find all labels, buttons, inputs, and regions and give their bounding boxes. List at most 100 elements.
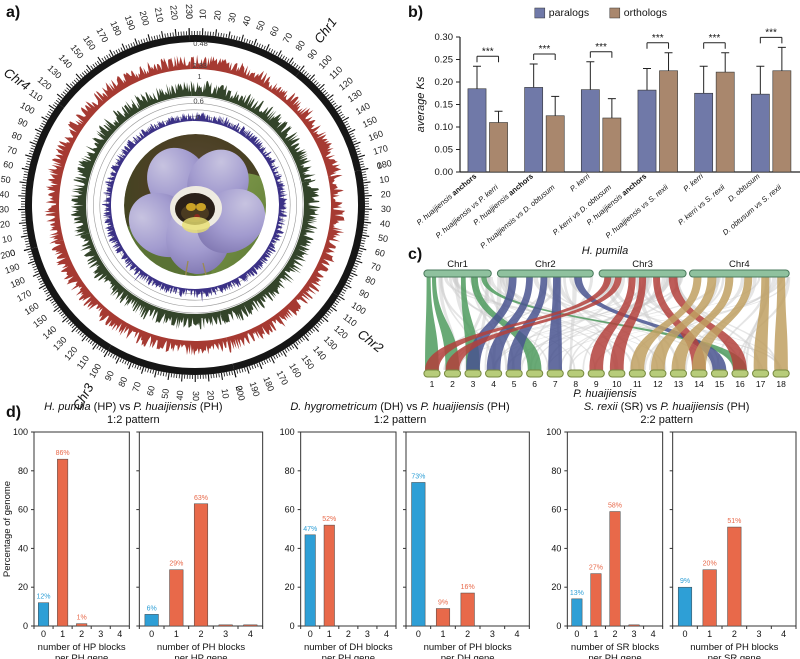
svg-text:50: 50 xyxy=(254,19,267,32)
svg-text:47%: 47% xyxy=(303,526,317,533)
svg-text:orthologs: orthologs xyxy=(624,7,667,19)
svg-text:52%: 52% xyxy=(322,516,336,523)
svg-text:100: 100 xyxy=(18,100,36,116)
svg-text:170: 170 xyxy=(15,288,33,304)
svg-text:100: 100 xyxy=(13,427,28,437)
svg-text:D. obtusum: D. obtusum xyxy=(726,172,762,204)
svg-text:per PH gene: per PH gene xyxy=(322,653,375,659)
svg-text:10: 10 xyxy=(220,388,231,399)
svg-text:20: 20 xyxy=(18,582,28,592)
svg-text:140: 140 xyxy=(41,324,59,341)
svg-text:40: 40 xyxy=(0,189,10,200)
svg-text:60: 60 xyxy=(268,25,281,38)
svg-text:2: 2 xyxy=(198,629,203,639)
svg-text:120: 120 xyxy=(337,75,355,92)
svg-text:***: *** xyxy=(652,33,664,44)
svg-text:4: 4 xyxy=(248,629,253,639)
svg-text:170: 170 xyxy=(94,26,110,44)
svg-text:D. obtusum vs S. rexii: D. obtusum vs S. rexii xyxy=(721,182,784,237)
svg-text:15: 15 xyxy=(715,379,725,389)
svg-text:0: 0 xyxy=(308,629,313,639)
svg-text:110: 110 xyxy=(341,312,358,329)
svg-text:per PH gene: per PH gene xyxy=(588,653,641,659)
svg-text:1:2 pattern: 1:2 pattern xyxy=(374,414,427,426)
svg-text:10: 10 xyxy=(198,9,208,19)
svg-text:120: 120 xyxy=(332,323,350,340)
svg-text:0.6: 0.6 xyxy=(193,97,203,106)
svg-text:1: 1 xyxy=(327,629,332,639)
svg-text:86%: 86% xyxy=(56,450,70,457)
svg-text:14: 14 xyxy=(694,379,704,389)
svg-text:50: 50 xyxy=(0,174,11,185)
svg-text:3: 3 xyxy=(471,379,476,389)
svg-text:80: 80 xyxy=(10,130,23,143)
svg-text:4: 4 xyxy=(491,379,496,389)
svg-text:130: 130 xyxy=(46,63,64,81)
svg-text:***: *** xyxy=(765,27,777,38)
svg-text:1:2 pattern: 1:2 pattern xyxy=(107,414,160,426)
svg-text:3: 3 xyxy=(223,629,228,639)
svg-text:number of DH blocks: number of DH blocks xyxy=(304,642,393,653)
svg-text:3: 3 xyxy=(490,629,495,639)
svg-text:4: 4 xyxy=(651,629,656,639)
svg-text:1: 1 xyxy=(60,629,65,639)
svg-text:1: 1 xyxy=(174,629,179,639)
svg-text:0: 0 xyxy=(41,629,46,639)
svg-text:70: 70 xyxy=(130,381,143,394)
svg-text:110: 110 xyxy=(27,87,44,103)
svg-text:9%: 9% xyxy=(680,578,690,585)
svg-text:130: 130 xyxy=(346,88,364,105)
svg-text:60: 60 xyxy=(145,385,157,397)
svg-text:140: 140 xyxy=(57,52,75,70)
svg-text:9%: 9% xyxy=(438,600,448,607)
svg-text:20%: 20% xyxy=(703,561,717,568)
svg-text:0: 0 xyxy=(149,629,154,639)
svg-text:30: 30 xyxy=(0,204,9,214)
svg-text:27%: 27% xyxy=(589,565,603,572)
svg-text:6: 6 xyxy=(532,379,537,389)
svg-text:20: 20 xyxy=(212,10,223,21)
svg-text:60: 60 xyxy=(18,505,28,515)
svg-text:160: 160 xyxy=(287,361,303,379)
svg-text:12: 12 xyxy=(653,379,663,389)
svg-text:58%: 58% xyxy=(608,503,622,510)
svg-text:73%: 73% xyxy=(411,473,425,480)
svg-text:220: 220 xyxy=(168,5,180,21)
svg-text:per SR gene: per SR gene xyxy=(708,653,761,659)
svg-text:Chr1: Chr1 xyxy=(311,14,340,46)
svg-text:3: 3 xyxy=(98,629,103,639)
svg-text:***: *** xyxy=(539,44,551,55)
svg-text:60: 60 xyxy=(285,505,295,515)
svg-text:160: 160 xyxy=(81,34,98,52)
svg-text:Chr1: Chr1 xyxy=(447,259,468,270)
svg-text:***: *** xyxy=(482,46,494,57)
svg-text:150: 150 xyxy=(361,114,379,129)
svg-text:0: 0 xyxy=(556,621,561,631)
svg-text:Percentage of genome: Percentage of genome xyxy=(2,481,13,577)
svg-text:0.30: 0.30 xyxy=(435,32,454,43)
svg-text:130: 130 xyxy=(322,334,340,352)
svg-text:H. pumila: H. pumila xyxy=(582,245,628,257)
svg-text:3: 3 xyxy=(756,629,761,639)
svg-text:0.10: 0.10 xyxy=(435,122,454,133)
svg-text:number of SR blocks: number of SR blocks xyxy=(571,642,659,653)
svg-text:4: 4 xyxy=(384,629,389,639)
svg-text:29%: 29% xyxy=(169,561,183,568)
svg-text:120: 120 xyxy=(62,344,79,362)
svg-text:0.20: 0.20 xyxy=(435,77,454,88)
svg-text:P. huaijiensis vs S. rexii: P. huaijiensis vs S. rexii xyxy=(604,182,670,240)
svg-text:P. huaijiensis anchors: P. huaijiensis anchors xyxy=(415,172,479,227)
svg-text:2: 2 xyxy=(732,629,737,639)
svg-text:230: 230 xyxy=(184,4,194,19)
svg-text:200: 200 xyxy=(138,10,152,27)
svg-text:0.25: 0.25 xyxy=(435,55,454,66)
svg-text:160: 160 xyxy=(367,128,385,143)
svg-text:1: 1 xyxy=(440,629,445,639)
svg-text:4: 4 xyxy=(514,629,519,639)
svg-text:10: 10 xyxy=(1,233,13,245)
svg-text:70: 70 xyxy=(6,144,18,156)
svg-text:50: 50 xyxy=(377,233,389,245)
svg-text:per HP gene: per HP gene xyxy=(174,653,227,659)
svg-text:170: 170 xyxy=(274,369,290,387)
svg-text:12%: 12% xyxy=(37,594,51,601)
